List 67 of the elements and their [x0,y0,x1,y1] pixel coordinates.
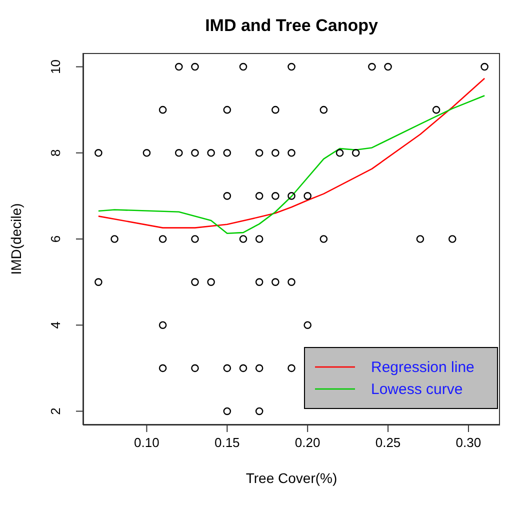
point [255,278,264,286]
point [384,62,392,71]
point [304,321,312,330]
chart-title: IMD and Tree Canopy [204,16,379,36]
point [174,62,183,71]
point [352,148,360,157]
point [158,235,167,243]
point [94,148,102,157]
point [288,278,296,286]
point [191,235,199,243]
point [416,235,424,243]
point [255,235,264,243]
x-tick-label: 0.10 [134,435,160,450]
point [272,278,280,286]
y-axis-title: IMD(decile) [8,203,24,275]
point [320,235,328,243]
y-tick-label: 8 [48,149,63,157]
point [191,364,199,372]
point [272,148,280,157]
point [223,106,232,114]
point [368,62,376,71]
point [239,235,248,243]
point [191,278,199,286]
point [272,192,280,200]
point [94,278,102,286]
point [432,106,440,114]
point [207,148,215,157]
point [480,62,488,71]
y-tick-label: 4 [48,321,63,329]
y-tick-label: 2 [48,408,63,415]
x-tick-label: 0.25 [375,435,401,450]
point [207,278,215,286]
point [174,148,183,157]
point [239,364,248,372]
point [223,407,232,416]
point [158,321,167,330]
point [142,148,151,157]
x-tick-label: 0.15 [214,435,240,450]
point [288,364,296,372]
x-axis-title: Tree Cover(%) [246,470,338,486]
point [191,148,199,157]
point [223,148,232,157]
point [288,62,296,71]
point [255,148,264,157]
point [158,106,167,114]
point [336,148,344,157]
point [320,106,328,114]
point [239,62,248,71]
point [272,106,280,114]
point [223,364,232,372]
point [158,364,167,372]
point [288,192,296,200]
point [304,192,312,200]
point [255,407,264,416]
x-tick-label: 0.20 [294,435,320,450]
y-tick-label: 10 [48,60,63,74]
point [255,192,264,200]
legend-label: Lowess curve [371,380,463,398]
point [223,192,232,200]
point [288,148,296,157]
y-tick-label: 6 [48,235,63,243]
legend-label: Regression line [371,358,474,376]
point [255,364,264,372]
point [110,235,118,243]
x-tick-label: 0.30 [456,435,482,450]
point [448,235,456,243]
point [191,62,199,71]
